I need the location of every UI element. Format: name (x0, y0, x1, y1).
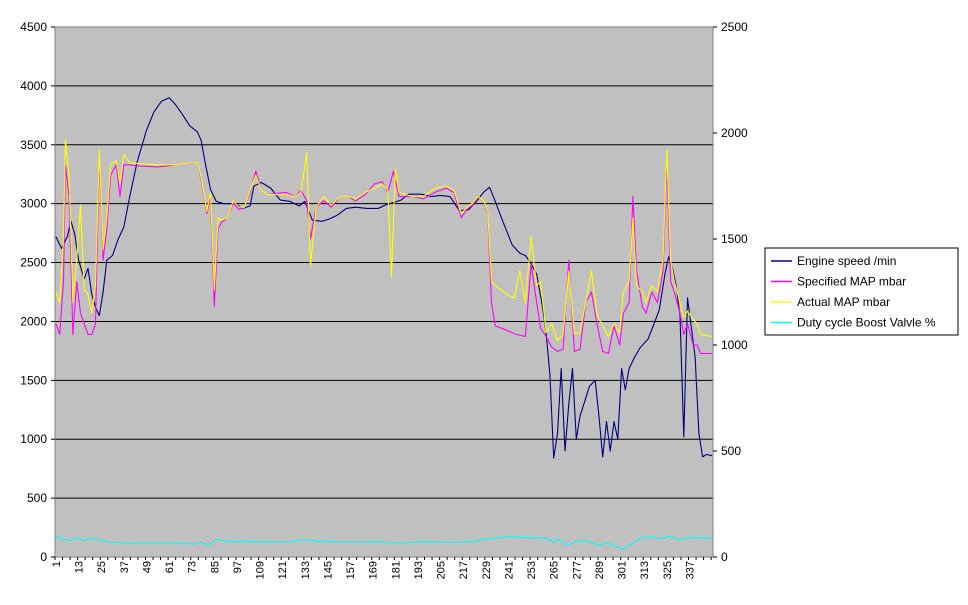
legend-label: Specified MAP mbar (797, 275, 906, 289)
x-tick-label: 109 (255, 561, 267, 579)
x-tick-label: 25 (96, 561, 108, 573)
left-tick-label: 1000 (20, 432, 47, 446)
x-tick-label: 85 (209, 561, 221, 573)
x-tick-label: 277 (571, 561, 583, 579)
x-tick-label: 205 (436, 561, 448, 579)
right-tick-label: 500 (721, 444, 741, 458)
left-tick-label: 4000 (20, 79, 47, 93)
series-line-4 (55, 535, 713, 550)
x-tick-label: 337 (684, 561, 696, 579)
x-tick-label: 169 (368, 561, 380, 579)
plot-area (55, 27, 713, 557)
right-tick-label: 1500 (721, 232, 748, 246)
x-tick-label: 325 (662, 561, 674, 579)
right-tick-label: 2500 (721, 20, 748, 34)
right-tick-label: 0 (721, 550, 728, 564)
series-line-1 (55, 97, 713, 459)
right-tick-label: 1000 (721, 338, 748, 352)
x-tick-label: 1 (51, 561, 63, 567)
left-tick-label: 500 (27, 491, 47, 505)
axes (54, 26, 714, 558)
x-tick-label: 265 (549, 561, 561, 579)
x-tick-label: 49 (141, 561, 153, 573)
legend-label: Engine speed /min (797, 254, 896, 268)
left-axis-ticks: 0 500 1000 1500 2000 2500 3000 3500 4000 4500 (20, 20, 55, 564)
x-tick-label: 121 (277, 561, 289, 579)
x-tick-label: 37 (119, 561, 131, 573)
legend-label: Actual MAP mbar (797, 295, 890, 309)
series-line-3 (55, 138, 713, 342)
legend-box (764, 247, 959, 336)
legend: Engine speed /min Specified MAP mbar Actua… (764, 247, 959, 336)
x-tick-label: 61 (164, 561, 176, 573)
plot-background (55, 27, 713, 557)
x-tick-label: 145 (322, 561, 334, 579)
x-tick-label: 301 (617, 561, 629, 579)
x-tick-label: 97 (232, 561, 244, 573)
left-tick-label: 3500 (20, 138, 47, 152)
right-tick-label: 2000 (721, 126, 748, 140)
left-tick-label: 4500 (20, 20, 47, 34)
left-tick-label: 2000 (20, 314, 47, 328)
x-tick-label: 181 (390, 561, 402, 579)
right-axis-ticks: 0 500 1000 1500 2000 2500 (713, 20, 748, 564)
x-axis-ticks: 1 13 25 37 49 61 73 85 97 109 121 133 145 157 169 181 19… (51, 557, 712, 579)
x-tick-label: 313 (639, 561, 651, 579)
x-tick-label: 253 (526, 561, 538, 579)
left-tick-label: 3000 (20, 197, 47, 211)
left-tick-label: 1500 (20, 373, 47, 387)
left-tick-label: 2500 (20, 256, 47, 270)
x-tick-label: 217 (458, 561, 470, 579)
x-tick-label: 229 (481, 561, 493, 579)
legend-label: Duty cycle Boost Valvle % (797, 316, 936, 330)
x-tick-label: 241 (503, 561, 515, 579)
x-tick-label: 157 (345, 561, 357, 579)
x-tick-label: 193 (413, 561, 425, 579)
x-tick-label: 289 (594, 561, 606, 579)
x-tick-label: 13 (74, 561, 86, 573)
left-tick-label: 0 (40, 550, 47, 564)
plot-border (54, 26, 714, 558)
x-tick-label: 133 (300, 561, 312, 579)
x-tick-label: 73 (187, 561, 199, 573)
series-lines (55, 97, 713, 550)
